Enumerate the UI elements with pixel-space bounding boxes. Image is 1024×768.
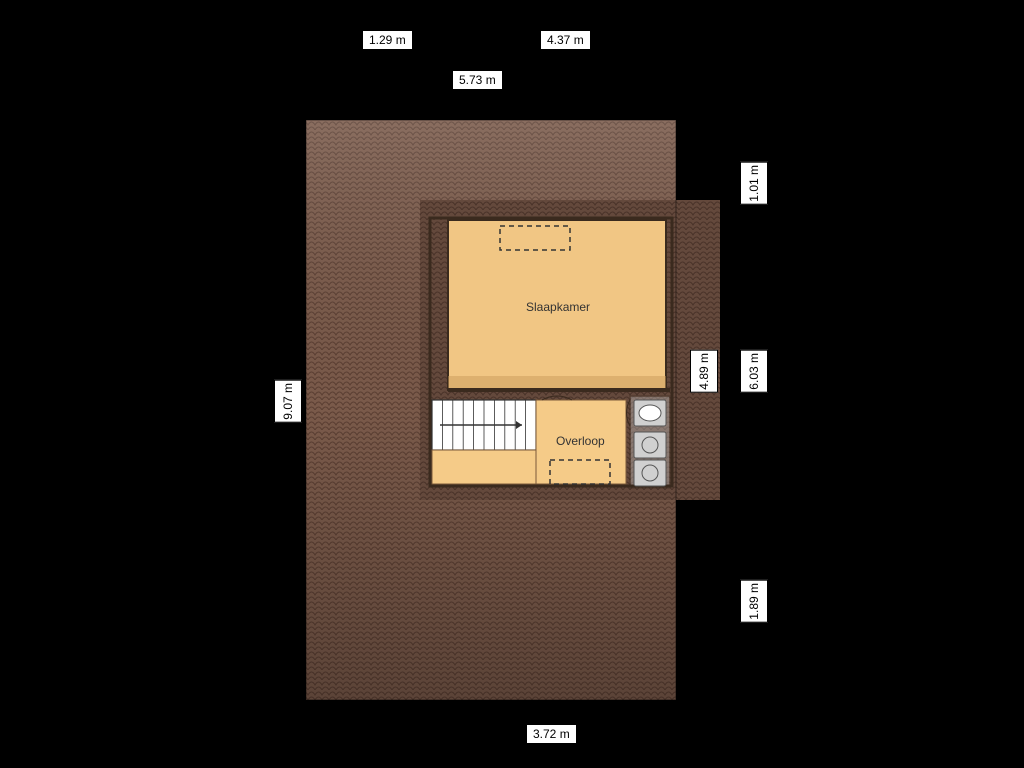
floorplan-stage: 1.29 m 4.37 m 5.73 m 9.07 m 1.01 m 4.89 … <box>0 0 1024 768</box>
dim-top-right: 4.37 m <box>540 30 591 50</box>
dim-left-total: 9.07 m <box>274 380 302 423</box>
floorplan-svg <box>0 0 1024 768</box>
dim-top-total: 5.73 m <box>452 70 503 90</box>
dim-right-3: 6.03 m <box>740 350 768 393</box>
label-slaapkamer: Slaapkamer <box>526 300 590 314</box>
dim-top-left: 1.29 m <box>362 30 413 50</box>
label-overloop: Overloop <box>556 434 605 448</box>
dim-bottom: 3.72 m <box>526 724 577 744</box>
dim-right-1: 1.01 m <box>740 162 768 205</box>
dim-right-2: 4.89 m <box>690 350 718 393</box>
dim-right-4: 1.89 m <box>740 580 768 623</box>
